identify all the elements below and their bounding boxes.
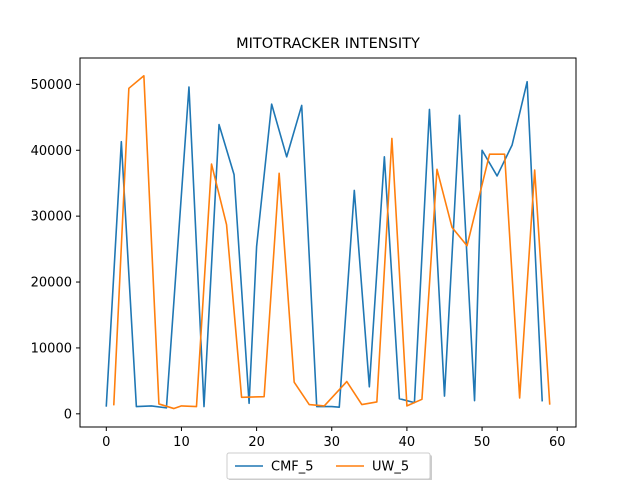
x-tick-label: 10 (173, 435, 190, 450)
x-tick-label: 60 (549, 435, 566, 450)
x-tick-label: 30 (323, 435, 340, 450)
legend-label-cmf-5: CMF_5 (271, 460, 314, 475)
plot-area (105, 74, 551, 410)
chart-title: MITOTRACKER INTENSITY (236, 36, 420, 52)
legend: CMF_5 UW_5 (226, 452, 432, 480)
legend-box (226, 452, 431, 480)
axes: 0 10 20 30 40 50 60 0 10000 20000 30000 40000 50000 (31, 57, 577, 450)
x-tick-label: 50 (474, 435, 491, 450)
x-tick-label: 0 (102, 435, 110, 450)
series-line-uw-5 (112, 74, 551, 410)
series-line-cmf-5 (105, 80, 544, 409)
legend-label-uw-5: UW_5 (372, 460, 409, 475)
y-tick-label: 40000 (31, 144, 72, 159)
x-tick-label: 40 (399, 435, 416, 450)
y-tick-label: 0 (64, 407, 72, 422)
x-tick-label: 20 (248, 435, 265, 450)
y-tick-label: 10000 (31, 341, 72, 356)
y-tick-label: 50000 (31, 78, 72, 93)
y-tick-label: 20000 (31, 276, 72, 291)
y-tick-label: 30000 (31, 210, 72, 225)
axes-frame (79, 57, 577, 428)
